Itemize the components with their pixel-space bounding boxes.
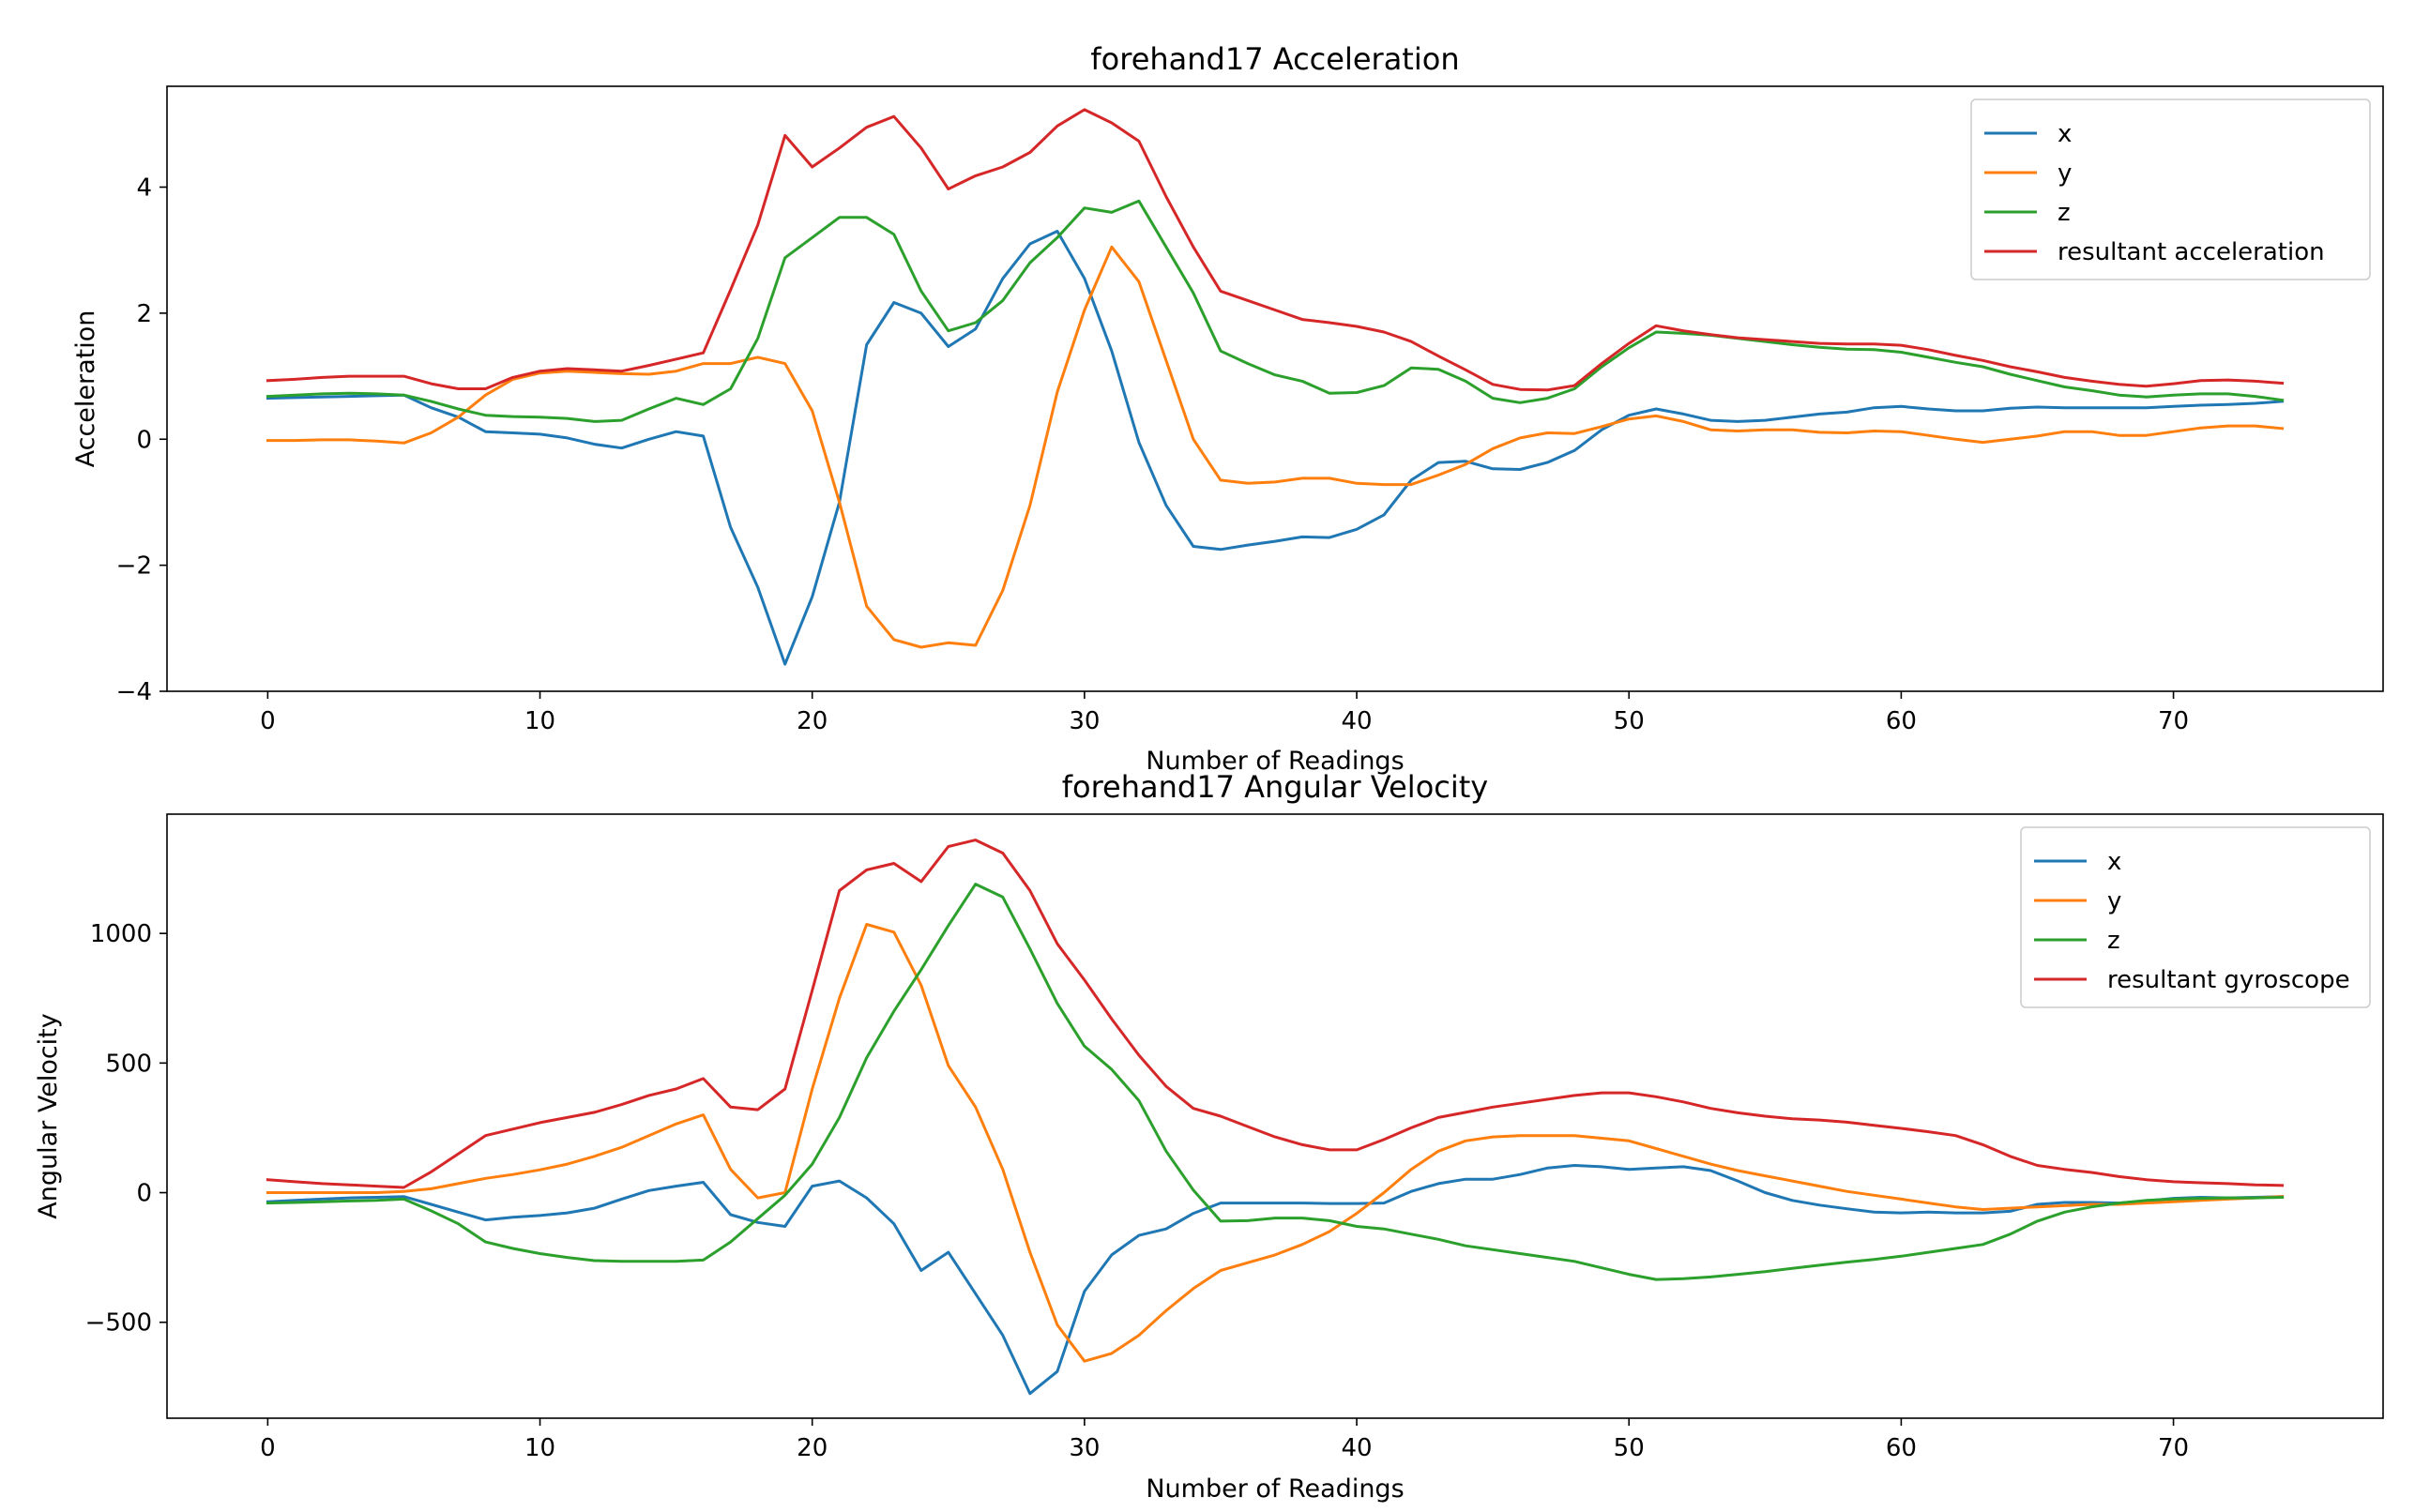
x-tick-label: 40 [1342,707,1373,735]
y-tick-label: 2 [136,300,152,328]
x-tick-label: 0 [260,1434,276,1462]
x-tick-label: 20 [797,1434,828,1462]
series-line-z [266,199,2285,423]
x-tick-label: 0 [260,707,276,735]
y-axis-label: Acceleration [71,310,100,468]
legend-label: x [2058,120,2072,148]
x-tick-label: 60 [1886,1434,1917,1462]
legend-label: z [2058,199,2071,227]
legend-box [1970,98,2371,280]
legend: xyz resultant gyroscope [2020,826,2371,1008]
x-tick-label: 60 [1886,707,1917,735]
series-line-y [266,923,2285,1363]
series-line-z [266,883,2285,1281]
x-tick-label: 50 [1614,707,1645,735]
series-line-x [266,230,2285,666]
legend-label: y [2107,887,2121,915]
x-tick-label: 10 [524,707,555,735]
x-tick-label: 30 [1069,1434,1100,1462]
legend-label: x [2107,848,2121,876]
x-tick-label: 10 [524,1434,555,1462]
legend-box [2020,826,2371,1008]
angular-velocity-chart: forehand17 Angular Velocity 0 10 20 30 40 50 60… [34,769,2384,1504]
chart-title: forehand17 Acceleration [1090,41,1459,77]
x-tick-label: 20 [797,707,828,735]
x-tick-label: 70 [2158,1434,2189,1462]
legend-label: resultant gyroscope [2107,966,2350,994]
y-tick-label: 500 [105,1050,152,1078]
y-tick-label: −2 [116,552,152,581]
y-tick-label: 1000 [90,920,152,948]
series-line-resultant-acceleration [266,108,2285,392]
x-tick-label: 70 [2158,707,2189,735]
x-axis-label: Number of Readings [1146,1474,1404,1504]
y-tick-label: 0 [136,426,152,454]
y-tick-label: −4 [116,678,152,706]
legend-label: y [2058,159,2072,188]
legend-label: z [2107,927,2120,955]
chart-title: forehand17 Angular Velocity [1062,769,1488,805]
plot-frame [166,813,2384,1419]
plot-frame [166,85,2384,692]
x-tick-label: 50 [1614,1434,1645,1462]
series-line-resultant-gyroscope [266,839,2285,1189]
x-tick-label: 40 [1342,1434,1373,1462]
y-tick-label: 4 [136,174,152,203]
series-line-x [266,1164,2285,1396]
y-axis-label: Angular Velocity [34,1013,63,1219]
x-tick-label: 30 [1069,707,1100,735]
x-axis-label: Number of Readings [1146,747,1404,776]
legend-label: resultant acceleration [2058,238,2325,266]
legend: xyz resultant acceleration [1970,98,2371,280]
series-line-y [266,245,2285,649]
y-tick-label: 0 [136,1180,152,1208]
y-tick-label: −500 [85,1309,152,1338]
